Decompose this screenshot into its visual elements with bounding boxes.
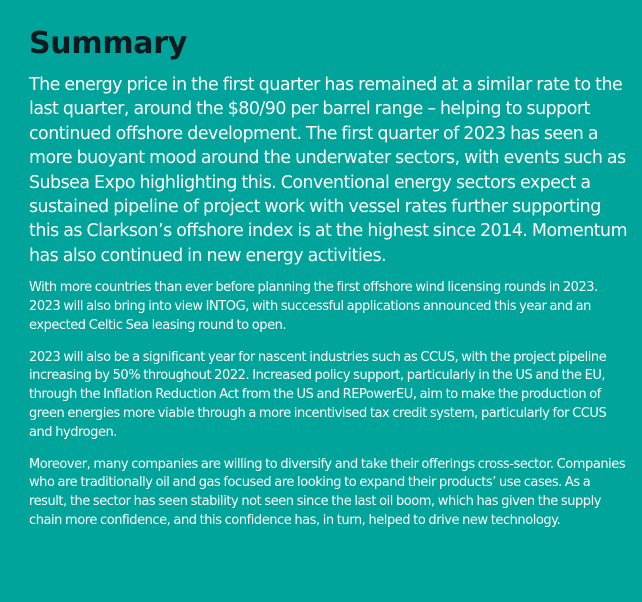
summary-heading: Summary [29, 26, 187, 61]
summary-paragraph-ccus: 2023 will also be a significant year for… [29, 349, 607, 440]
summary-lead-paragraph: The energy price in the first quarter ha… [29, 75, 628, 266]
summary-paragraph-offshore-wind: With more countries than ever before pla… [29, 280, 598, 333]
summary-paragraph-diversification: Moreover, many companies are willing to … [29, 456, 626, 529]
